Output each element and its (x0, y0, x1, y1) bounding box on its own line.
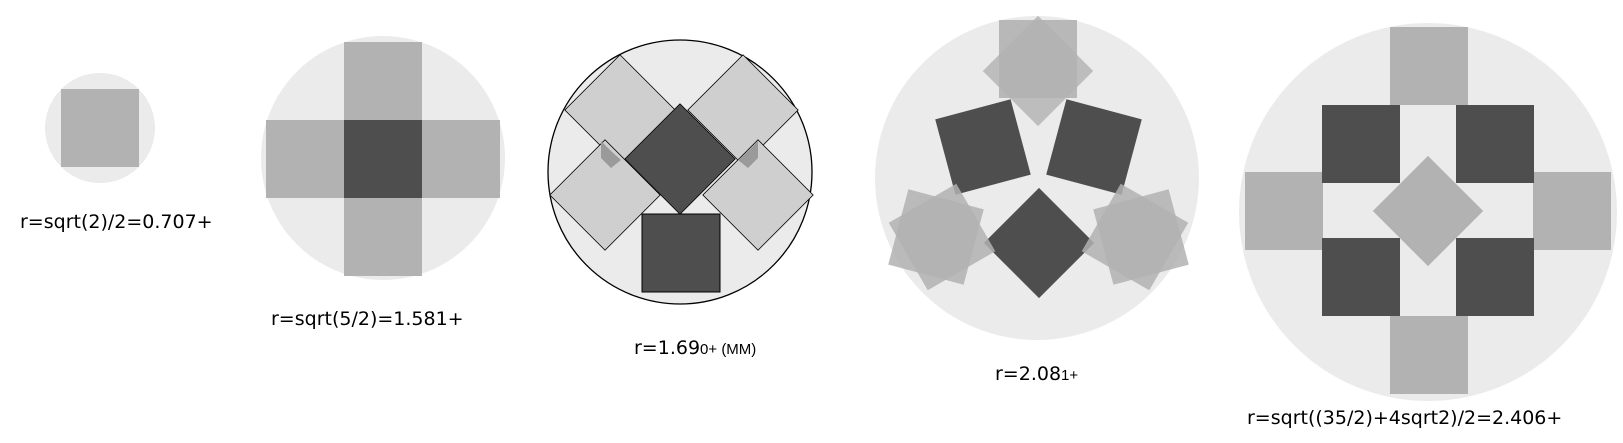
light-square-top (344, 42, 422, 120)
caption-five-squares-mm: r=1.690+ (MM) (634, 337, 756, 359)
dark-square-lower-left (1322, 238, 1400, 316)
caption-main: r=2.08 (995, 363, 1061, 385)
dark-square-upper-right (1456, 105, 1534, 183)
dark-square-bottom (642, 214, 720, 292)
dark-square-center (344, 120, 422, 198)
caption-main: r=1.69 (634, 337, 700, 359)
packing-five-squares-cross (261, 36, 505, 280)
dark-square-lower-right (1456, 238, 1534, 316)
light-square-right (422, 120, 500, 198)
caption-nine-squares: r=sqrt((35/2)+4sqrt2)/2=2.406+ (1247, 407, 1562, 429)
caption-five-squares: r=sqrt(5/2)=1.581+ (271, 308, 464, 330)
packing-nine-squares (1239, 23, 1617, 401)
light-square (61, 89, 139, 167)
light-square-right (1533, 172, 1611, 250)
caption-tail: 1+ (1061, 367, 1078, 384)
light-square-bottom (344, 198, 422, 276)
packing-seven-squares (875, 16, 1199, 340)
caption-tail: 0+ (MM) (700, 341, 756, 358)
packing-five-squares-mm (548, 40, 813, 304)
light-square-bottom (1390, 316, 1468, 394)
caption-one-square: r=sqrt(2)/2=0.707+ (20, 211, 213, 233)
packing-one-square (45, 73, 155, 183)
caption-seven-squares: r=2.081+ (995, 363, 1078, 385)
dark-square-upper-left (1322, 105, 1400, 183)
light-square-left (266, 120, 344, 198)
light-square-left (1245, 172, 1323, 250)
light-square-top (1390, 27, 1468, 105)
